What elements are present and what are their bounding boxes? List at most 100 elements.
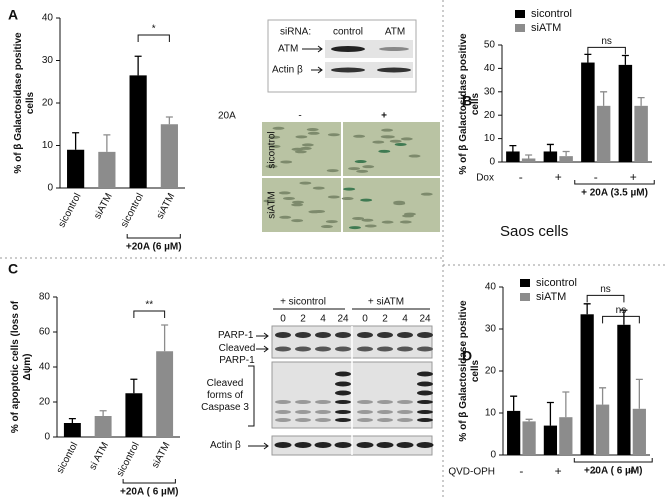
legend-swatch xyxy=(515,24,525,32)
x-tick-label: sicontrol xyxy=(115,440,142,478)
cell xyxy=(381,220,394,224)
bar xyxy=(596,105,611,162)
blot-band xyxy=(315,418,331,422)
cell xyxy=(268,144,281,148)
blot-band xyxy=(275,418,291,422)
y-tick-label: 30 xyxy=(484,86,496,97)
y-tick-label: 30 xyxy=(485,324,497,335)
footnote: Saos cells xyxy=(500,223,568,240)
error-bar xyxy=(72,132,80,150)
y-tick-label: 40 xyxy=(42,13,54,24)
bar xyxy=(595,404,610,455)
cell xyxy=(292,200,305,204)
error-bar xyxy=(562,150,570,157)
bar xyxy=(160,124,178,188)
lane-label: 0 xyxy=(362,314,368,325)
blot-band xyxy=(416,442,434,448)
x-tick-label: + xyxy=(555,170,562,184)
blot-band xyxy=(396,442,414,448)
group-bracket xyxy=(122,479,176,484)
cell xyxy=(294,150,307,154)
cell xyxy=(265,164,278,168)
micrograph xyxy=(343,178,440,232)
cell xyxy=(394,142,407,146)
treatment-label: 20A xyxy=(218,111,236,122)
y-tick-label: 80 xyxy=(39,292,51,303)
blot-band xyxy=(315,332,331,338)
blot-band xyxy=(417,346,433,352)
blot-strip xyxy=(325,40,413,58)
blot-header: siRNA: xyxy=(280,27,311,38)
cell xyxy=(263,199,276,203)
cell xyxy=(362,165,375,169)
blot-band xyxy=(334,442,352,448)
y-axis-label: % of apoptotic cells (loss of Δψm) xyxy=(10,300,33,434)
blot-band xyxy=(294,442,312,448)
blot-band xyxy=(376,442,394,448)
cell xyxy=(360,198,373,202)
blot-band xyxy=(379,47,409,51)
blot-band xyxy=(275,410,291,414)
blot-band xyxy=(275,400,291,404)
micrograph-grid xyxy=(262,122,440,232)
row-label: ATM xyxy=(278,44,298,55)
significance-bracket xyxy=(587,46,626,55)
column-label: - xyxy=(298,111,301,122)
blot-band xyxy=(335,400,351,404)
cell xyxy=(354,160,367,164)
blot-band xyxy=(357,332,373,338)
legend-swatch xyxy=(515,10,525,18)
blot xyxy=(271,325,434,456)
cell xyxy=(393,202,406,206)
blot-band xyxy=(417,371,433,377)
bar xyxy=(543,151,558,162)
x-tick-label: sicontrol xyxy=(119,191,146,229)
bar xyxy=(543,425,558,455)
lane-label: 4 xyxy=(320,314,326,325)
group-bracket xyxy=(574,180,655,185)
significance-bracket xyxy=(602,315,640,324)
x-axis-label: Dox xyxy=(476,173,494,184)
lane-label: 24 xyxy=(337,314,349,325)
error-bar xyxy=(525,418,533,422)
blot-band xyxy=(417,390,433,396)
y-tick-label: 40 xyxy=(485,282,497,293)
group-label: +20A (6 µM) xyxy=(126,242,182,253)
cell xyxy=(278,191,291,195)
cell xyxy=(382,135,395,139)
error-bar xyxy=(620,309,628,325)
blot-band xyxy=(377,346,393,352)
cell xyxy=(301,143,314,147)
blot-band xyxy=(397,418,413,422)
significance-label: ** xyxy=(145,300,153,311)
blot-band xyxy=(356,442,374,448)
blot-band xyxy=(275,332,291,338)
blot-band xyxy=(335,371,351,377)
cell xyxy=(400,137,413,141)
blot-strip xyxy=(325,62,413,78)
significance-label: ns xyxy=(600,284,611,295)
cell xyxy=(399,220,412,224)
lane-label: 2 xyxy=(300,314,306,325)
y-tick-label: 20 xyxy=(485,366,497,377)
blot-band xyxy=(335,418,351,422)
cell xyxy=(353,134,366,138)
y-tick-label: 0 xyxy=(44,432,50,443)
lane-label: 0 xyxy=(280,314,286,325)
significance-bracket xyxy=(137,34,170,42)
error-bar xyxy=(525,154,533,159)
arrow xyxy=(248,332,269,450)
group-bracket xyxy=(573,458,653,463)
y-tick-label: 40 xyxy=(39,362,51,373)
group-bracket xyxy=(126,234,181,239)
error-bar xyxy=(161,324,169,352)
bar xyxy=(506,151,520,162)
blot-band xyxy=(377,332,393,338)
arrow xyxy=(302,45,323,74)
bar xyxy=(580,314,594,455)
blot-band xyxy=(335,346,351,352)
error-bar xyxy=(583,303,591,315)
error-bar xyxy=(130,378,138,394)
x-tick-label: - xyxy=(519,464,523,478)
